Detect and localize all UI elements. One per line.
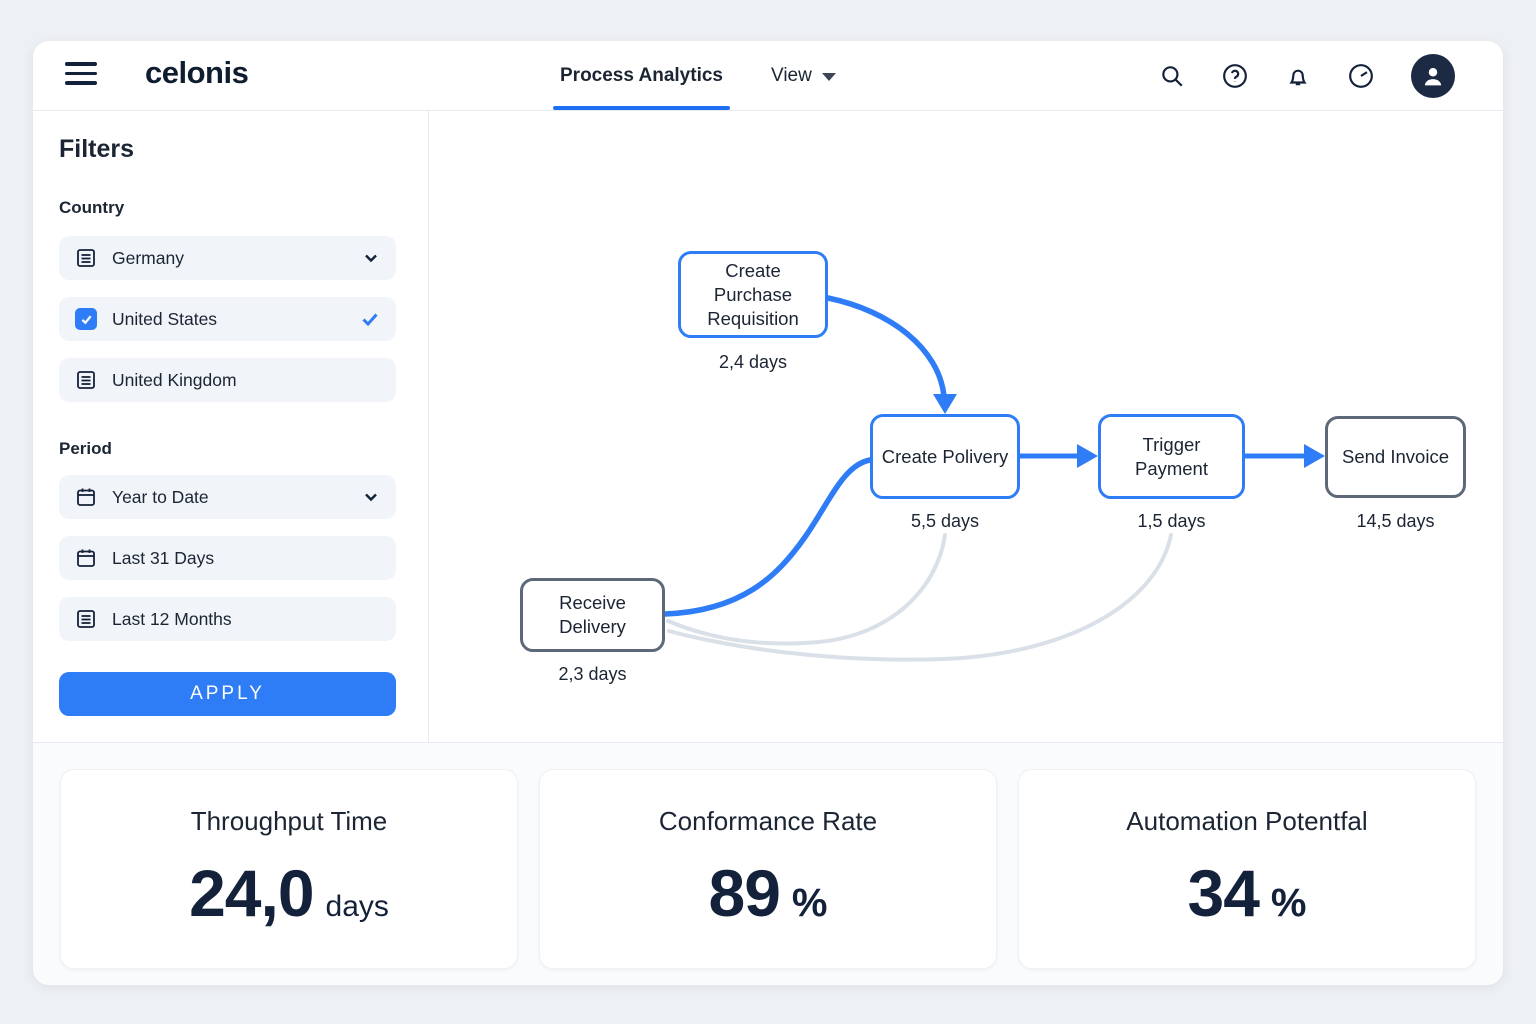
filter-item-last-12-months[interactable]: Last 12 Months: [59, 597, 396, 641]
node-receive-delivery[interactable]: Receive Delivery: [520, 578, 665, 652]
kpi-value: 24,0: [189, 856, 314, 930]
kpi-card-automation-potential: Automation Potentfal 34 %: [1018, 769, 1476, 969]
filter-item-year-to-date[interactable]: Year to Date: [59, 475, 396, 519]
kpi-band: Throughput Time 24,0 days Conformance Ra…: [33, 742, 1503, 985]
search-icon[interactable]: [1159, 63, 1185, 89]
active-tab-underline: [553, 106, 730, 110]
filter-item-last-31-days[interactable]: Last 31 Days: [59, 536, 396, 580]
checkbox-checked-icon[interactable]: [75, 308, 97, 330]
gauge-icon[interactable]: [1348, 63, 1374, 89]
calendar-icon: [75, 486, 97, 508]
tab-process-analytics[interactable]: Process Analytics: [553, 41, 730, 110]
kpi-card-throughput-time: Throughput Time 24,0 days: [60, 769, 518, 969]
header-icons: [1159, 41, 1455, 110]
filter-item-united-kingdom[interactable]: United Kingdom: [59, 358, 396, 402]
kpi-value: 89: [708, 856, 781, 930]
chevron-down-icon: [365, 493, 377, 502]
hamburger-menu-icon[interactable]: [65, 62, 97, 88]
tab-view-dropdown[interactable]: View: [771, 41, 836, 110]
apply-button[interactable]: APPLY: [59, 672, 396, 716]
filters-title: Filters: [59, 135, 135, 163]
kpi-unit: days: [325, 890, 389, 923]
kpi-card-conformance-rate: Conformance Rate 89 %: [539, 769, 997, 969]
filters-sidebar: Filters Country Germany United States: [33, 111, 429, 742]
kpi-value: 34: [1187, 856, 1260, 930]
kpi-label: Conformance Rate: [658, 806, 878, 836]
process-diagram: Create Purchase Requisition 2,4 days Cre…: [429, 111, 1503, 742]
node-send-invoice[interactable]: Send Invoice: [1325, 416, 1466, 498]
filter-item-united-states[interactable]: United States: [59, 297, 396, 341]
avatar[interactable]: [1411, 53, 1455, 98]
list-icon: [75, 369, 97, 391]
app-header: celonis Process Analytics View: [33, 41, 1503, 111]
node-create-purchase-requisition[interactable]: Create Purchase Requisition: [678, 251, 828, 338]
list-icon: [75, 247, 97, 269]
node-trigger-payment[interactable]: Trigger Payment: [1098, 414, 1245, 499]
duration-send-invoice: 14,5 days: [1356, 511, 1435, 531]
help-icon[interactable]: [1222, 63, 1248, 89]
celonis-logo: celonis: [145, 55, 249, 90]
chevron-down-icon: [821, 73, 836, 81]
process-edges: [662, 295, 1325, 662]
kpi-label: Throughput Time: [190, 806, 388, 836]
chevron-down-icon: [365, 254, 377, 263]
bell-icon[interactable]: [1285, 63, 1311, 89]
node-create-polivery[interactable]: Create Polivery: [870, 414, 1020, 499]
app-window: celonis Process Analytics View: [33, 41, 1503, 985]
list-icon: [75, 608, 97, 630]
duration-create-purchase-requisition: 2,4 days: [718, 352, 788, 372]
kpi-unit: %: [791, 881, 828, 925]
duration-trigger-payment: 1,5 days: [1137, 511, 1206, 531]
kpi-label: Automation Potentfal: [1126, 806, 1368, 836]
check-icon: [362, 313, 378, 327]
calendar-icon: [75, 547, 97, 569]
country-section-label: Country: [59, 198, 125, 217]
duration-create-polivery: 5,5 days: [910, 511, 980, 531]
header-tabs: Process Analytics View: [553, 41, 836, 110]
duration-receive-delivery: 2,3 days: [558, 664, 627, 684]
kpi-unit: %: [1270, 881, 1307, 925]
period-section-label: Period: [59, 439, 112, 458]
filter-item-germany[interactable]: Germany: [59, 236, 396, 280]
